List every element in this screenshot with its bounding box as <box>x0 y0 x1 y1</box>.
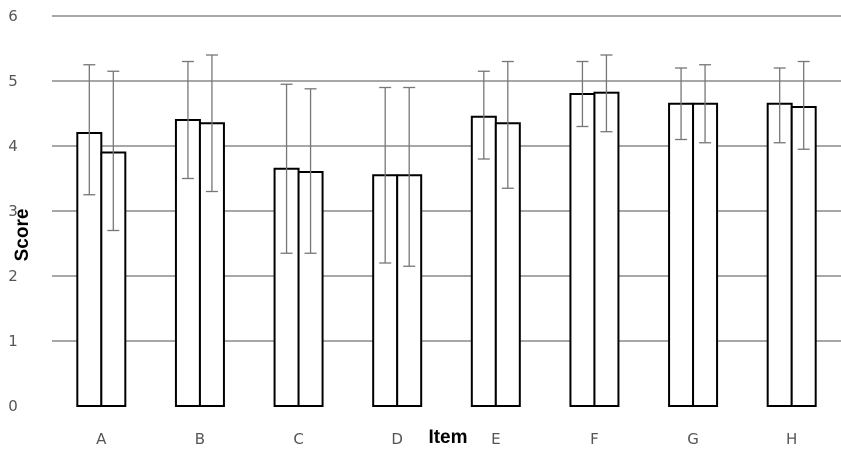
x-tick-label: B <box>195 430 205 448</box>
bar <box>470 115 497 407</box>
gridlines <box>52 15 841 342</box>
x-tick-label: G <box>687 430 699 448</box>
x-tick-label: A <box>96 430 107 448</box>
bar <box>692 102 719 407</box>
y-tick-label: 5 <box>8 72 18 90</box>
y-tick-label: 6 <box>8 7 18 25</box>
bar <box>593 91 620 407</box>
x-tick-label: C <box>293 430 303 448</box>
x-axis-ticks: A B C D E F G H <box>96 430 797 448</box>
y-tick-label: 0 <box>8 397 18 415</box>
x-tick-label: E <box>491 430 500 448</box>
x-tick-label: H <box>786 430 797 448</box>
x-axis-label: Item <box>428 427 467 448</box>
bar <box>766 102 793 407</box>
bar <box>569 93 596 407</box>
y-tick-label: 2 <box>8 267 18 285</box>
x-tick-label: F <box>590 430 599 448</box>
x-tick-label: D <box>391 430 403 448</box>
y-axis-ticks: 0 1 2 3 4 5 6 <box>8 7 18 415</box>
error-bars <box>83 54 810 267</box>
bar <box>790 106 817 407</box>
y-tick-label: 1 <box>8 332 18 350</box>
y-tick-label: 4 <box>8 137 18 155</box>
bar <box>668 102 695 407</box>
bar <box>198 122 225 407</box>
y-axis-label: Score <box>12 209 33 262</box>
y-tick-label: 3 <box>8 202 18 220</box>
